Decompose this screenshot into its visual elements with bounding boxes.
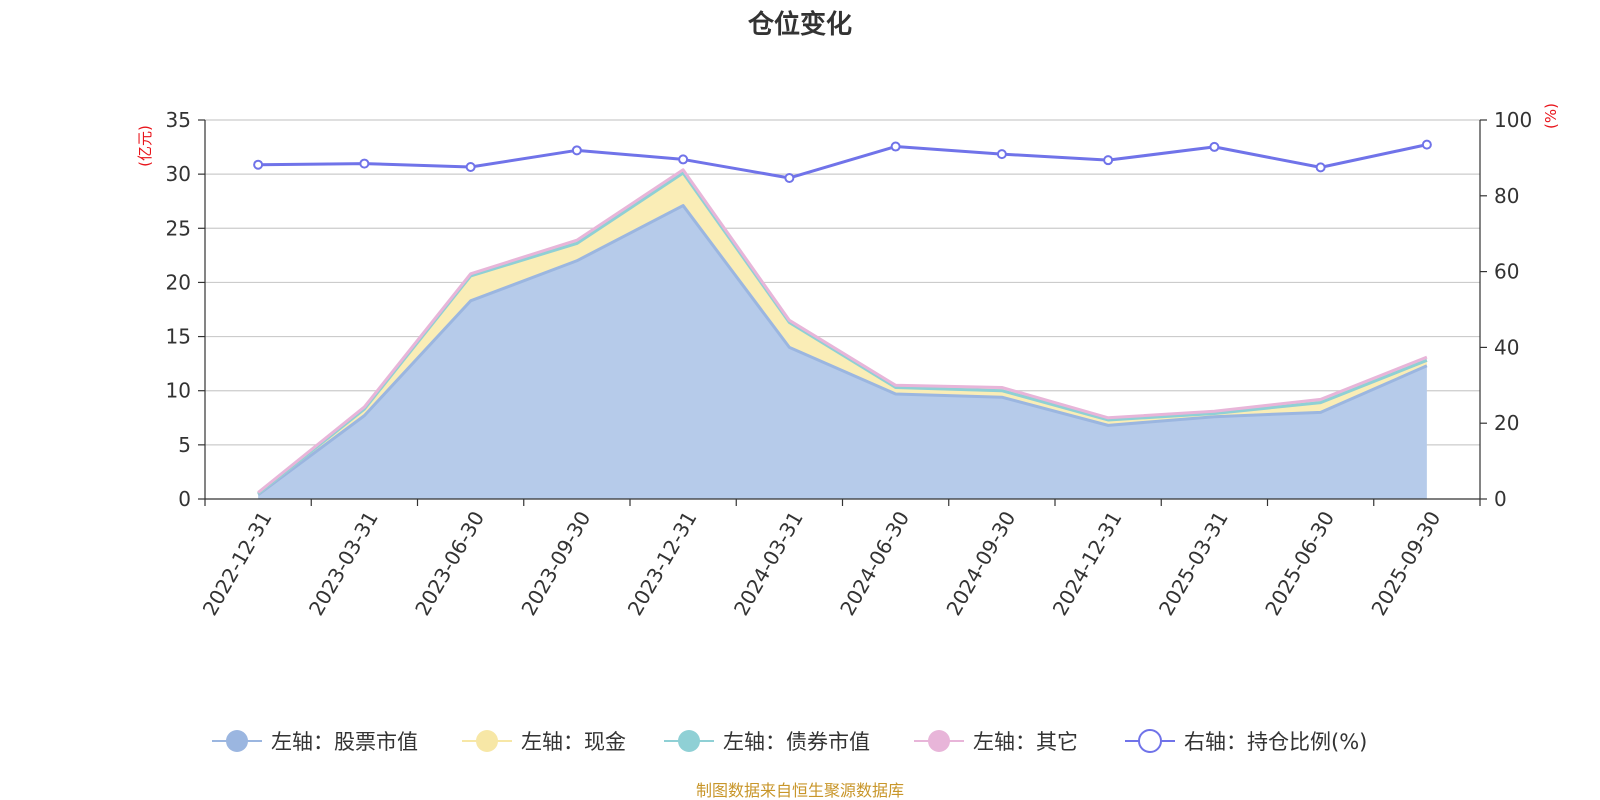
- legend: 左轴：股票市值 左轴：现金 左轴：债券市值 左轴：其它 右轴：持仓比例(%): [212, 729, 1367, 754]
- legend-item-1: 左轴：现金: [462, 730, 626, 754]
- holding-ratio-point: [1103, 155, 1114, 166]
- right-tick-label: 80: [1494, 184, 1519, 208]
- x-tick-label: 2025-09-30: [1366, 507, 1445, 620]
- holding-ratio-point: [784, 172, 795, 183]
- holding-ratio-point: [678, 154, 689, 165]
- x-tick-label: 2025-06-30: [1260, 507, 1339, 620]
- holding-ratio-point: [465, 161, 476, 172]
- legend-label: 右轴：持仓比例(%): [1184, 730, 1367, 754]
- area-series-0: [258, 205, 1427, 499]
- legend-label: 左轴：其它: [973, 730, 1078, 754]
- legend-label: 左轴：债券市值: [723, 730, 870, 754]
- x-tick-label: 2024-06-30: [835, 507, 914, 620]
- left-axis-unit: (亿元): [136, 125, 154, 167]
- legend-label: 左轴：股票市值: [271, 730, 418, 754]
- left-tick-label: 10: [166, 379, 191, 403]
- x-tick-label: 2023-09-30: [516, 507, 595, 620]
- area-series-0-edge: [257, 204, 1428, 496]
- right-tick-label: 0: [1494, 487, 1507, 511]
- x-tick-label: 2024-03-31: [729, 507, 808, 620]
- left-tick-label: 25: [166, 216, 191, 240]
- data-source: 制图数据来自恒生聚源数据库: [696, 781, 904, 800]
- x-tick-label: 2024-12-31: [1048, 507, 1127, 620]
- legend-symbol-marker: [928, 730, 950, 752]
- left-tick-label: 30: [166, 162, 191, 186]
- x-tick-label: 2025-03-31: [1154, 507, 1233, 620]
- left-tick-label: 0: [178, 487, 191, 511]
- left-tick-label: 15: [166, 325, 191, 349]
- holding-ratio-point: [890, 141, 901, 152]
- right-tick-label: 100: [1494, 108, 1532, 132]
- stacked-areas: [257, 168, 1428, 499]
- legend-item-3: 左轴：其它: [914, 730, 1078, 754]
- right-tick-label: 60: [1494, 260, 1519, 284]
- right-tick-label: 40: [1494, 335, 1519, 359]
- x-tick-label: 2024-09-30: [941, 507, 1020, 620]
- x-tick-label: 2022-12-31: [198, 507, 277, 620]
- holding-ratio-point: [253, 159, 264, 170]
- right-axis-unit: (%): [1542, 103, 1560, 129]
- holding-ratio-line: [253, 139, 1432, 183]
- area-series-1: [258, 173, 1427, 495]
- holding-ratio-point: [1421, 139, 1432, 150]
- x-tick-label: 2023-12-31: [623, 507, 702, 620]
- x-tick-label: 2023-03-31: [304, 507, 383, 620]
- legend-symbol-marker: [1138, 729, 1162, 753]
- left-tick-label: 5: [178, 433, 191, 457]
- legend-item-2: 左轴：债券市值: [664, 730, 870, 754]
- area-series-3-edge: [257, 168, 1428, 494]
- legend-symbol-marker: [476, 730, 498, 752]
- left-tick-label: 35: [166, 108, 191, 132]
- holding-ratio-point: [1209, 141, 1220, 152]
- holding-ratio-point: [996, 149, 1007, 160]
- legend-symbol-marker: [226, 730, 248, 752]
- legend-symbol-marker: [678, 730, 700, 752]
- holding-ratio-path: [258, 143, 1428, 180]
- legend-label: 左轴：现金: [521, 730, 626, 754]
- right-tick-label: 20: [1494, 411, 1519, 435]
- legend-item-4: 右轴：持仓比例(%): [1125, 729, 1367, 754]
- holding-ratio-point: [1315, 162, 1326, 173]
- x-tick-label: 2023-06-30: [410, 507, 489, 620]
- left-tick-label: 20: [166, 270, 191, 294]
- chart-title: 仓位变化: [747, 9, 852, 40]
- holding-ratio-point: [571, 145, 582, 156]
- legend-item-0: 左轴：股票市值: [212, 730, 418, 754]
- holding-ratio-point: [359, 158, 370, 169]
